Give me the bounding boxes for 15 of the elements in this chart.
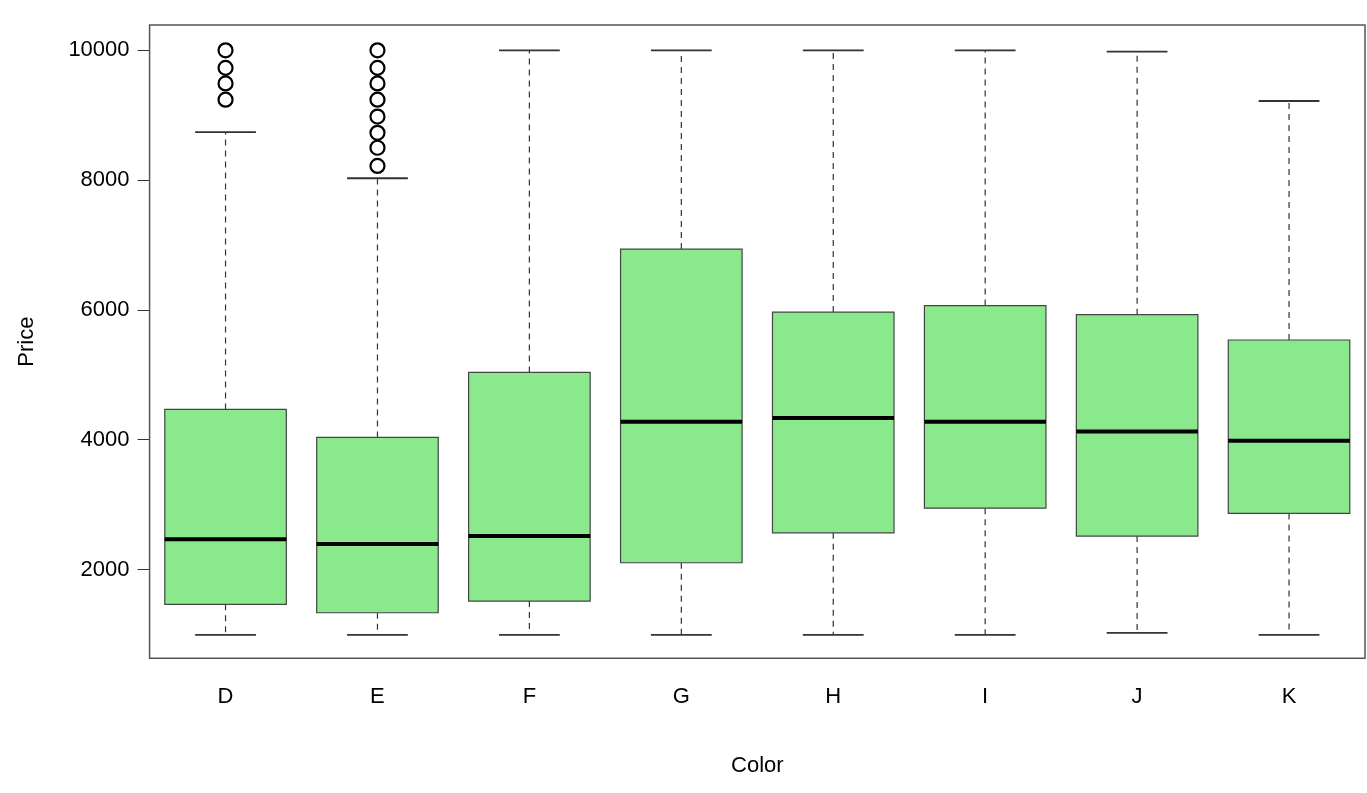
x-tick-label: H (825, 683, 842, 709)
y-tick-label: 4000 (80, 426, 130, 452)
y-tick-label: 10000 (68, 36, 130, 62)
x-tick-label: J (1131, 683, 1143, 709)
y-tick-label: 6000 (80, 296, 130, 322)
x-tick-label: F (522, 683, 537, 709)
x-axis-title: Color (731, 751, 784, 777)
y-axis-title: Price (13, 316, 39, 367)
x-tick-label: D (217, 683, 234, 709)
y-tick-label: 2000 (80, 555, 130, 581)
y-tick-label: 8000 (80, 166, 130, 192)
x-tick-label: K (1281, 683, 1297, 709)
x-tick-label: G (672, 683, 690, 709)
x-tick-label: I (982, 683, 989, 709)
x-tick-label: E (370, 683, 385, 709)
